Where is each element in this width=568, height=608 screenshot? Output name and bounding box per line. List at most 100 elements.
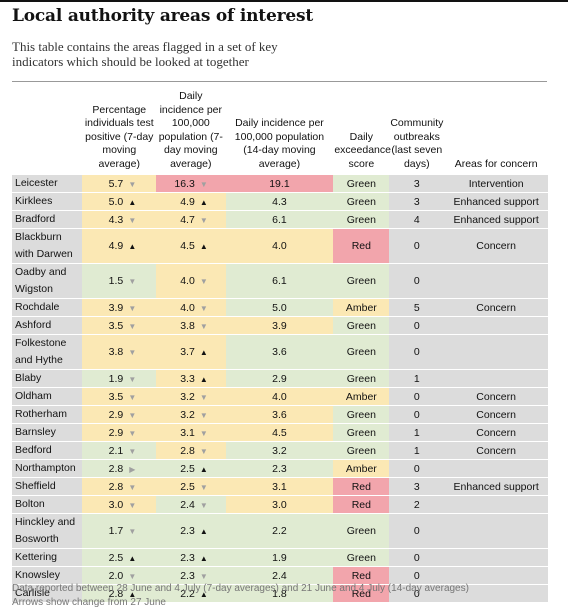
header-area-name [12,89,82,174]
incidence-14day-cell: 19.1 [225,175,334,192]
incidence-14day-cell: 2.9 [225,370,334,387]
table-row: Ashford 3.5 ▼ 3.8 ▼ 3.9 Green 0 [12,317,548,334]
exceedance-cell: Amber [333,388,390,405]
arrow-down-icon: ▼ [199,571,208,581]
arrow-up-icon: ▲ [199,553,208,563]
outbreaks-cell: 1 [389,442,445,459]
exceedance-cell: Amber [333,460,390,477]
cell-value: 1.9 [108,372,124,385]
cell-value: 3.2 [180,390,195,403]
concern-cell [444,335,548,369]
exceedance-cell: Green [333,370,390,387]
outbreaks-cell: 0 [389,406,445,423]
concern-cell [444,264,548,298]
area-name: Hinckley and Bosworth [12,514,83,548]
outbreaks-cell: 0 [389,514,445,548]
arrow-down-icon: ▼ [199,428,208,438]
exceedance-cell: Green [333,193,390,210]
pct-positive-cell: 1.5 ▼ [82,264,157,298]
incidence-14day-cell: 4.5 [225,424,334,441]
cell-value: 3.8 [180,319,195,332]
pct-positive-cell: 2.0 ▼ [82,567,157,584]
arrow-up-icon: ▲ [199,589,208,599]
table-row: Knowsley 2.0 ▼ 2.3 ▼ 2.4 Red 0 [12,567,548,584]
cell-value: 3.7 [180,346,195,358]
cell-value: 3.3 [180,372,195,385]
concern-cell [444,460,548,477]
exceedance-cell: Green [333,175,390,192]
arrow-up-icon: ▲ [199,348,208,357]
area-name: Blackburn with Darwen [12,229,83,263]
arrow-up-icon: ▲ [199,374,208,384]
exceedance-cell: Green [333,406,390,423]
cell-value: 2.8 [108,587,124,600]
arrow-up-icon: ▲ [128,589,137,599]
table-row: Bedford 2.1 ▼ 2.8 ▼ 3.2 Green 1 Concern [12,442,548,459]
incidence-7day-cell: 2.5 ▲ [156,460,226,477]
pct-positive-cell: 2.8 ▲ [82,585,157,602]
concern-cell [444,585,548,602]
incidence-14day-cell: 1.8 [225,585,334,602]
table-row: Blackburn with Darwen 4.9 ▲ 4.5 ▲ 4.0 Red 0 Conc… [12,229,548,263]
divider [12,81,547,82]
areas-table: Percentage individuals test positive (7-… [12,88,548,603]
incidence-14day-cell: 3.9 [225,317,334,334]
cell-value: 4.7 [180,213,195,226]
incidence-14day-cell: 4.0 [225,388,334,405]
outbreaks-cell: 2 [389,496,445,513]
top-rule [0,0,568,2]
pct-positive-cell: 3.8 ▼ [82,335,157,369]
area-name: Rotherham [12,406,83,423]
concern-cell: Concern [444,299,548,316]
table-row: Bradford 4.3 ▼ 4.7 ▼ 6.1 Green 4 Enhanced suppor… [12,211,548,228]
arrow-down-icon: ▼ [128,446,137,456]
arrow-down-icon: ▼ [128,527,137,536]
incidence-7day-cell: 2.3 ▲ [156,549,226,566]
header-incidence-7day: Daily incidence per 100,000 population (… [158,90,223,170]
incidence-7day-cell: 2.3 ▲ [156,514,226,548]
header-pct-positive: Percentage individuals test positive (7-… [84,103,154,170]
cell-value: 4.0 [180,275,195,287]
table-row: Northampton 2.8 ▶ 2.5 ▲ 2.3 Amber 0 [12,460,548,477]
pct-positive-cell: 3.9 ▼ [82,299,157,316]
area-name: Leicester [12,175,83,192]
concern-cell: Enhanced support [444,193,548,210]
cell-value: 2.3 [180,569,195,582]
arrow-up-icon: ▲ [199,527,208,536]
cell-value: 3.0 [108,498,124,511]
pct-positive-cell: 3.0 ▼ [82,496,157,513]
header-row: Percentage individuals test positive (7-… [12,89,548,174]
area-name: Oadby and Wigston [12,264,83,298]
arrow-down-icon: ▼ [199,303,208,313]
area-name: Kirklees [12,193,83,210]
concern-cell: Concern [444,229,548,263]
cell-value: 2.8 [108,462,124,475]
pct-positive-cell: 5.0 ▲ [82,193,157,210]
table-row: Rochdale 3.9 ▼ 4.0 ▼ 5.0 Amber 5 Concern [12,299,548,316]
footnote-arrows: Arrows show change from 27 June [12,597,166,608]
area-name: Folkestone and Hythe [12,335,83,369]
incidence-14day-cell: 3.0 [225,496,334,513]
incidence-14day-cell: 4.0 [225,229,334,263]
exceedance-cell: Red [333,496,390,513]
incidence-7day-cell: 3.8 ▼ [156,317,226,334]
arrow-down-icon: ▼ [128,482,137,492]
outbreaks-cell: 0 [389,229,445,263]
incidence-7day-cell: 3.1 ▼ [156,424,226,441]
pct-positive-cell: 5.7 ▼ [82,175,157,192]
arrow-down-icon: ▼ [199,392,208,402]
exceedance-cell: Red [333,478,390,495]
incidence-7day-cell: 4.9 ▲ [156,193,226,210]
incidence-7day-cell: 4.0 ▼ [156,264,226,298]
arrow-down-icon: ▼ [128,348,137,357]
incidence-7day-cell: 4.0 ▼ [156,299,226,316]
arrow-down-icon: ▼ [199,179,208,189]
concern-cell [444,370,548,387]
arrow-down-icon: ▼ [199,446,208,456]
incidence-7day-cell: 4.7 ▼ [156,211,226,228]
incidence-14day-cell: 3.2 [225,442,334,459]
outbreaks-cell: 4 [389,211,445,228]
incidence-14day-cell: 3.1 [225,478,334,495]
outbreaks-cell: 5 [389,299,445,316]
pct-positive-cell: 4.9 ▲ [82,229,157,263]
